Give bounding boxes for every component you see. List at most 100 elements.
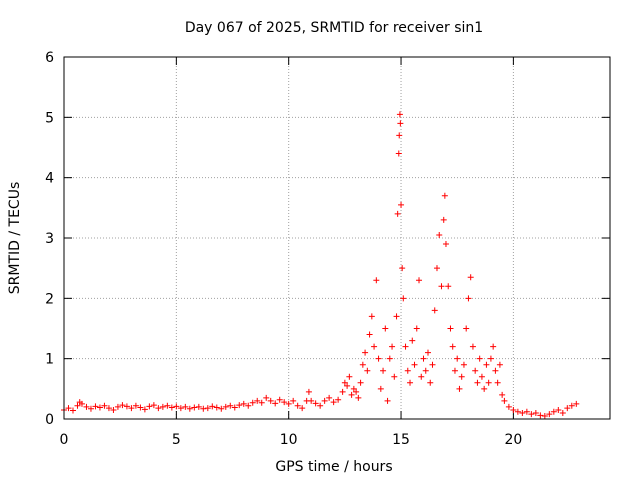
data-point	[69, 407, 76, 414]
data-point	[377, 385, 384, 392]
data-point	[546, 411, 553, 418]
data-point	[321, 397, 328, 404]
data-point	[290, 397, 297, 404]
data-point	[294, 402, 301, 409]
data-point	[240, 400, 247, 407]
data-point	[375, 355, 382, 362]
data-point	[191, 404, 198, 411]
data-point	[460, 361, 467, 368]
data-point	[182, 403, 189, 410]
data-point	[317, 402, 324, 409]
data-point	[326, 394, 333, 401]
data-point	[514, 408, 521, 415]
data-point	[420, 355, 427, 362]
data-point	[485, 379, 492, 386]
data-point	[425, 349, 431, 356]
data-point	[528, 411, 535, 418]
data-point	[407, 379, 414, 386]
data-point	[431, 307, 438, 314]
data-point	[258, 399, 265, 406]
data-point	[312, 400, 319, 407]
data-point	[263, 394, 270, 401]
data-point	[368, 313, 375, 320]
data-point	[231, 404, 238, 411]
data-point	[168, 404, 175, 411]
data-point	[384, 397, 391, 404]
data-point	[400, 295, 407, 302]
data-point	[476, 355, 483, 362]
x-tick-label: 5	[172, 432, 181, 448]
data-point	[209, 403, 216, 410]
data-point	[186, 405, 193, 412]
data-point	[213, 404, 220, 411]
data-point	[447, 325, 454, 332]
data-point	[359, 361, 366, 368]
data-point	[123, 403, 130, 410]
data-point	[483, 361, 490, 368]
x-tick-label: 10	[280, 432, 298, 448]
plot-frame	[63, 56, 611, 420]
data-point	[218, 405, 225, 412]
axis-ticks: 0 1 2 3 4 5 6 0 5 10 15 20	[45, 50, 610, 448]
data-point	[195, 403, 202, 410]
data-point	[441, 192, 448, 199]
data-point	[101, 402, 108, 409]
data-point	[537, 412, 544, 419]
y-tick-label: 2	[45, 291, 54, 307]
data-point	[87, 405, 94, 412]
data-point	[433, 265, 440, 272]
data-point	[236, 402, 243, 409]
data-point	[472, 367, 479, 374]
data-point	[404, 367, 411, 374]
data-point	[341, 379, 348, 386]
data-point	[245, 402, 252, 409]
y-tick-label: 3	[45, 231, 54, 247]
data-point	[227, 402, 234, 409]
data-point	[200, 405, 207, 412]
data-point	[346, 373, 353, 380]
data-point	[490, 343, 497, 350]
data-point	[396, 111, 403, 118]
data-point	[454, 355, 461, 362]
x-tick-label: 15	[392, 432, 410, 448]
data-point	[373, 277, 380, 284]
y-tick-label: 5	[45, 110, 54, 126]
data-point	[429, 361, 436, 368]
data-point	[445, 283, 452, 290]
data-point	[519, 409, 526, 416]
data-point	[254, 397, 261, 404]
data-point	[164, 402, 171, 409]
data-point	[510, 406, 517, 413]
data-point	[422, 367, 429, 374]
y-axis-label: SRMTID / TECUs	[7, 182, 23, 295]
data-point	[463, 325, 470, 332]
data-point	[465, 295, 472, 302]
data-point	[348, 391, 355, 398]
data-point	[276, 396, 283, 403]
y-tick-label: 6	[45, 50, 54, 66]
data-point	[436, 231, 443, 238]
data-point	[386, 355, 393, 362]
data-point	[146, 403, 153, 410]
data-point	[481, 385, 488, 392]
data-point	[362, 349, 369, 356]
data-point	[411, 361, 418, 368]
data-point	[281, 399, 288, 406]
chart-title: Day 067 of 2025, SRMTID for receiver sin…	[185, 20, 483, 36]
data-point	[371, 343, 378, 350]
data-point	[559, 409, 566, 416]
data-point	[335, 396, 342, 403]
data-point	[177, 405, 184, 412]
data-point	[499, 391, 506, 398]
data-point	[458, 373, 465, 380]
data-point	[299, 405, 306, 412]
data-point	[141, 406, 148, 413]
data-point	[173, 403, 180, 410]
data-point	[395, 150, 402, 157]
data-point	[364, 367, 371, 374]
data-point	[393, 313, 400, 320]
data-points	[61, 111, 580, 419]
data-point	[492, 367, 499, 374]
data-point	[285, 400, 292, 407]
